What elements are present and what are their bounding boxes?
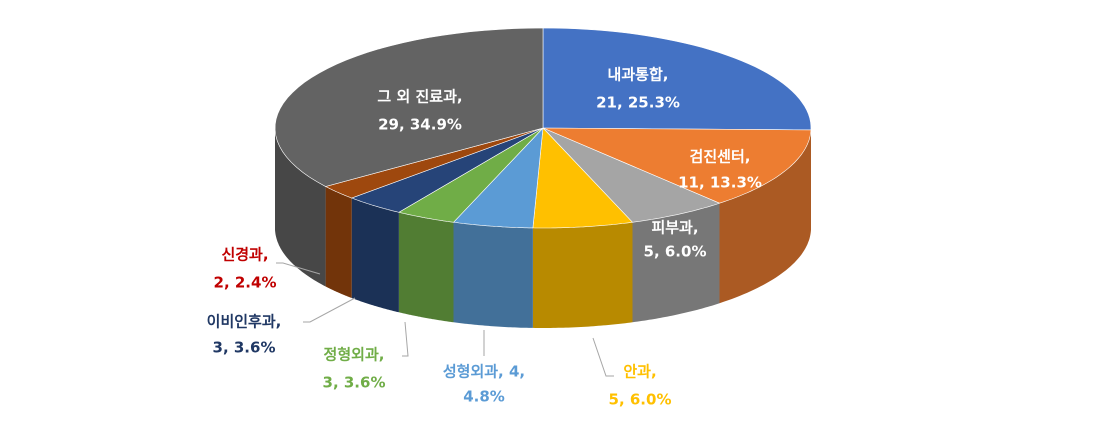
data-label: 3, 3.6%: [323, 374, 386, 392]
data-label: 이비인후과,: [207, 313, 282, 331]
slice-side: [398, 212, 454, 323]
slice: [324, 127, 544, 199]
data-label: 5, 6.0%: [609, 391, 672, 409]
leader-line: [303, 297, 356, 323]
data-label: 그 외 진료과,: [377, 88, 462, 106]
data-label: 성형외과, 4,: [443, 363, 525, 381]
slice: [452, 127, 544, 229]
data-label: 4.8%: [463, 388, 505, 406]
slice: [542, 127, 721, 223]
slice: [532, 127, 634, 229]
data-label: 21, 25.3%: [596, 94, 680, 112]
slice: [274, 27, 544, 187]
data-label: 2, 2.4%: [214, 274, 277, 292]
data-label: 안과,: [623, 363, 656, 381]
slice-side: [453, 222, 533, 328]
slice: [398, 127, 544, 223]
slice-side: [325, 186, 352, 298]
data-label: 정형외과,: [324, 346, 385, 364]
data-label: 11, 13.3%: [678, 174, 762, 192]
data-label: 피부과,: [651, 219, 698, 237]
leader-line: [276, 262, 321, 275]
data-label: 5, 6.0%: [644, 243, 707, 261]
leader-line: [402, 321, 409, 357]
slice-side: [351, 198, 399, 313]
data-label: 검진센터,: [690, 148, 751, 166]
slice-side: [532, 222, 633, 328]
slice-side: [632, 203, 720, 323]
slice-side: [719, 129, 811, 304]
data-label: 3, 3.6%: [213, 339, 276, 357]
slice: [542, 127, 812, 204]
slice-side: [275, 128, 326, 287]
slice: [542, 27, 812, 131]
leader-line: [592, 337, 614, 377]
data-label: 신경과,: [221, 246, 268, 264]
data-label: 내과통합,: [608, 66, 669, 84]
data-label: 29, 34.9%: [378, 116, 462, 134]
slice: [350, 127, 544, 213]
